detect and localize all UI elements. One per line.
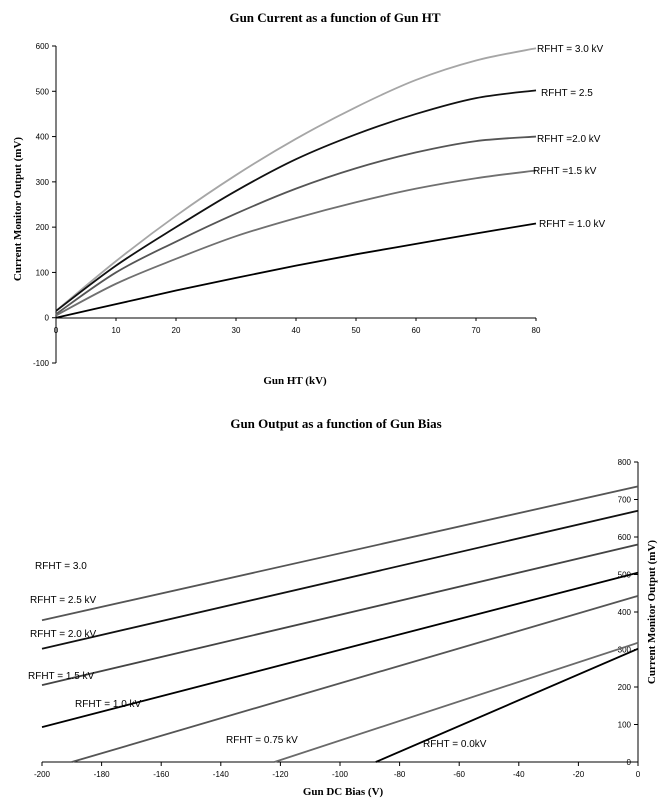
chart2-y-tick-label: 500 [618,571,632,580]
chart1-x-tick-label: 50 [352,326,361,335]
chart1-y-tick-label: 400 [36,133,50,142]
chart2-series-line-3 [41,571,639,728]
chart2-series-line-4 [71,595,639,763]
chart1-series-line-2 [55,135,537,315]
chart1-series-line-4 [55,222,537,319]
chart1-y-tick-label: 0 [45,314,50,323]
chart1-x-tick-label: 0 [54,326,59,335]
chart1-series-line-3 [55,169,537,317]
chart1-series-label-1-5: RFHT =1.5 kV [533,166,597,177]
chart1-y-tick-label: 300 [36,178,50,187]
chart1-series-label-2-0: RFHT =2.0 kV [537,134,601,145]
chart2-x-tick-label: -100 [332,770,349,779]
chart2-title: Gun Output as a function of Gun Bias [230,416,441,431]
chart1-series-label-3-0: RFHT = 3.0 kV [537,44,604,55]
chart2-x-tick-label: -20 [573,770,585,779]
chart2-series-label-1-0: RFHT = 1.0 kV [75,699,142,710]
chart2-y-tick-label: 300 [618,646,632,655]
chart2-x-tick-label: -160 [153,770,170,779]
chart1-x-tick-label: 20 [172,326,181,335]
chart2-x-tick-label: -200 [34,770,51,779]
chart2-series-line-2 [41,543,639,687]
chart2-series-line-0 [41,485,639,622]
chart1-y-tick-label: 500 [36,87,50,96]
chart2-series-label-2-0: RFHT = 2.0 kV [30,629,97,640]
chart1-y-tick-label: 600 [36,42,50,51]
chart2-y-tick-label: 700 [618,496,632,505]
chart2-x-tick-label: -140 [213,770,230,779]
chart2-series-label-0-75: RFHT = 0.75 kV [226,735,298,746]
chart2-series-label-3-0: RFHT = 3.0 [35,561,87,572]
chart1-x-tick-label: 60 [412,326,421,335]
chart2-y-tick-label: 200 [618,683,632,692]
chart1-y-axis-title: Current Monitor Output (mV) [12,137,24,281]
chart2-y-tick-label: 800 [618,458,632,467]
chart2-y-tick-label: 400 [618,608,632,617]
chart1-x-tick-label: 30 [232,326,241,335]
chart2-series-label-2-5: RFHT = 2.5 kV [30,595,97,606]
chart1-x-tick-label: 70 [472,326,481,335]
chart1-x-axis-title: Gun HT (kV) [263,375,327,387]
chart1-series-line-1 [55,89,537,312]
chart1-x-tick-label: 40 [292,326,301,335]
chart-gun-current-vs-ht: Gun Current as a function of Gun HT Gun … [12,10,606,387]
chart1-y-tick-label: -100 [33,359,50,368]
chart2-series-line-1 [41,509,639,650]
chart1-series-line-0 [55,47,537,312]
chart2-x-axis-title: Gun DC Bias (V) [303,786,384,798]
chart2-series-line-6 [375,647,639,763]
chart2-y-tick-label: 600 [618,533,632,542]
chart2-series-label-0-0: RFHT = 0.0kV [423,739,487,750]
chart2-series-label-1-5: RFHT = 1.5 kV [28,671,95,682]
chart1-y-tick-label: 200 [36,223,50,232]
chart-gun-output-vs-bias: Gun Output as a function of Gun Bias Gun… [28,416,658,798]
chart2-x-tick-label: -60 [453,770,465,779]
chart2-x-tick-label: -40 [513,770,525,779]
chart2-x-tick-label: 0 [636,770,641,779]
chart1-series-label-1-0: RFHT = 1.0 kV [539,219,606,230]
chart2-x-tick-label: -80 [394,770,406,779]
chart2-y-axis-title: Current Monitor Output (mV) [646,540,658,684]
chart1-y-tick-label: 100 [36,268,50,277]
chart2-x-tick-label: -180 [94,770,111,779]
chart2-y-tick-label: 100 [618,721,632,730]
chart1-x-tick-label: 10 [112,326,121,335]
chart2-y-tick-label: 0 [627,758,632,767]
chart2-series-line-5 [274,641,639,763]
chart1-title: Gun Current as a function of Gun HT [229,10,440,25]
chart2-x-tick-label: -120 [272,770,289,779]
chart1-x-tick-label: 80 [532,326,541,335]
chart1-series-label-2-5: RFHT = 2.5 [541,88,593,99]
